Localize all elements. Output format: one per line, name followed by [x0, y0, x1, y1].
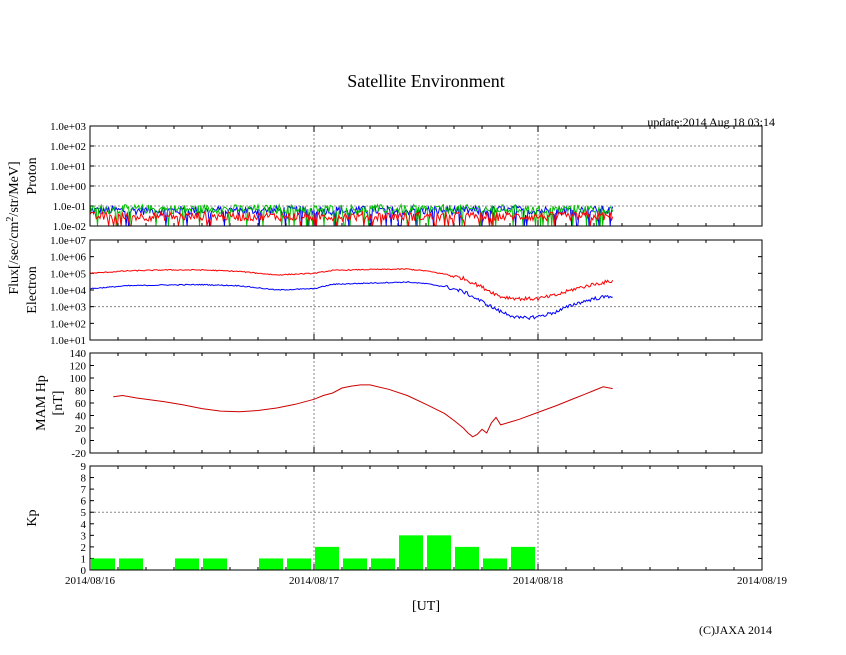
series-proton-high	[89, 210, 614, 227]
y-tick-label-proton-0: 1.0e-02	[53, 221, 86, 233]
x-tick-label-1: 2014/08/17	[289, 575, 340, 587]
y-tick-label-mam-hp-6: 100	[70, 373, 87, 385]
kp-bar-11	[399, 535, 423, 570]
y-tick-label-kp-4: 4	[81, 519, 87, 531]
y-tick-label-electron-4: 1.0e+05	[50, 268, 86, 280]
y-tick-label-electron-2: 1.0e+03	[50, 302, 86, 314]
y-tick-label-kp-5: 5	[81, 507, 87, 519]
y-tick-label-proton-5: 1.0e+03	[50, 121, 86, 133]
copyright: (C)JAXA 2014	[699, 623, 772, 637]
y-tick-label-electron-1: 1.0e+02	[50, 318, 86, 330]
kp-bar-4	[203, 558, 227, 570]
y-tick-label-kp-0: 0	[81, 565, 87, 577]
panel-ylabel-kp: Kp	[25, 509, 40, 526]
kp-bar-12	[427, 535, 451, 570]
y-tick-label-kp-7: 7	[81, 484, 87, 496]
series-Hp	[113, 384, 613, 438]
kp-bar-3	[175, 558, 199, 570]
panels-group: 1.0e-02 1.0e-01 1.0e+00 1.0e+01 1.0e+02 1.0e+…	[25, 121, 788, 587]
kp-bar-13	[455, 546, 479, 570]
panel-frame-proton	[89, 125, 763, 227]
x-axis-label: [UT]	[412, 599, 440, 614]
update-timestamp: update:2014 Aug 18 03:14	[647, 115, 775, 129]
kp-bar-6	[259, 558, 283, 570]
kp-bar-8	[315, 546, 339, 570]
kp-bar-15	[511, 546, 535, 570]
flux-axis-label: Flux[/sec/cm2/str/MeV]	[5, 161, 22, 294]
y-tick-label-proton-2: 1.0e+00	[50, 181, 86, 193]
y-tick-label-kp-6: 6	[81, 496, 87, 508]
y-tick-label-proton-4: 1.0e+02	[50, 141, 86, 153]
y-tick-label-electron-5: 1.0e+06	[50, 252, 86, 264]
y-tick-label-mam-hp-8: 140	[70, 348, 87, 360]
kp-bar-1	[119, 558, 143, 570]
chart-title: Satellite Environment	[347, 71, 504, 91]
y-tick-label-mam-hp-2: 20	[75, 423, 87, 435]
series-electron-high	[89, 268, 614, 302]
y-tick-label-mam-hp-4: 60	[75, 398, 87, 410]
y-tick-label-electron-0: 1.0e+01	[50, 335, 86, 347]
y-tick-label-electron-6: 1.0e+07	[50, 235, 86, 247]
y-tick-label-kp-2: 2	[81, 542, 87, 554]
x-tick-label-0: 2014/08/16	[65, 575, 116, 587]
kp-bar-9	[343, 558, 367, 570]
y-tick-label-kp-1: 1	[81, 553, 87, 565]
x-tick-label-2: 2014/08/18	[513, 575, 564, 587]
y-tick-label-kp-8: 8	[81, 473, 87, 485]
panel-frame-electron	[89, 239, 763, 341]
x-tick-label-3: 2014/08/19	[737, 575, 788, 587]
panel-ylabel-unit-mam-hp: [nT]	[51, 391, 66, 416]
kp-bar-0	[91, 558, 115, 570]
kp-bar-7	[287, 558, 311, 570]
panel-frame-mam-hp	[89, 352, 763, 454]
y-tick-label-electron-3: 1.0e+04	[50, 285, 86, 297]
panel-frame-kp	[89, 465, 763, 571]
panel-ylabel-electron: Electron	[25, 266, 40, 313]
kp-bar-14	[483, 558, 507, 570]
y-tick-label-mam-hp-5: 80	[75, 386, 87, 398]
y-tick-label-mam-hp-1: 0	[81, 436, 87, 448]
series-electron-low	[89, 281, 613, 321]
series-proton-mid	[89, 202, 614, 227]
y-tick-label-kp-9: 9	[81, 461, 87, 473]
y-tick-label-proton-3: 1.0e+01	[50, 161, 86, 173]
y-tick-label-kp-3: 3	[81, 530, 87, 542]
y-tick-label-mam-hp-0: -20	[71, 448, 86, 460]
panel-ylabel-mam-hp: MAM Hp	[34, 375, 49, 431]
kp-bar-10	[371, 558, 395, 570]
y-tick-label-mam-hp-3: 40	[75, 411, 87, 423]
y-tick-label-proton-1: 1.0e-01	[53, 201, 86, 213]
panel-ylabel-proton: Proton	[25, 157, 40, 194]
y-tick-label-mam-hp-7: 120	[70, 361, 87, 373]
